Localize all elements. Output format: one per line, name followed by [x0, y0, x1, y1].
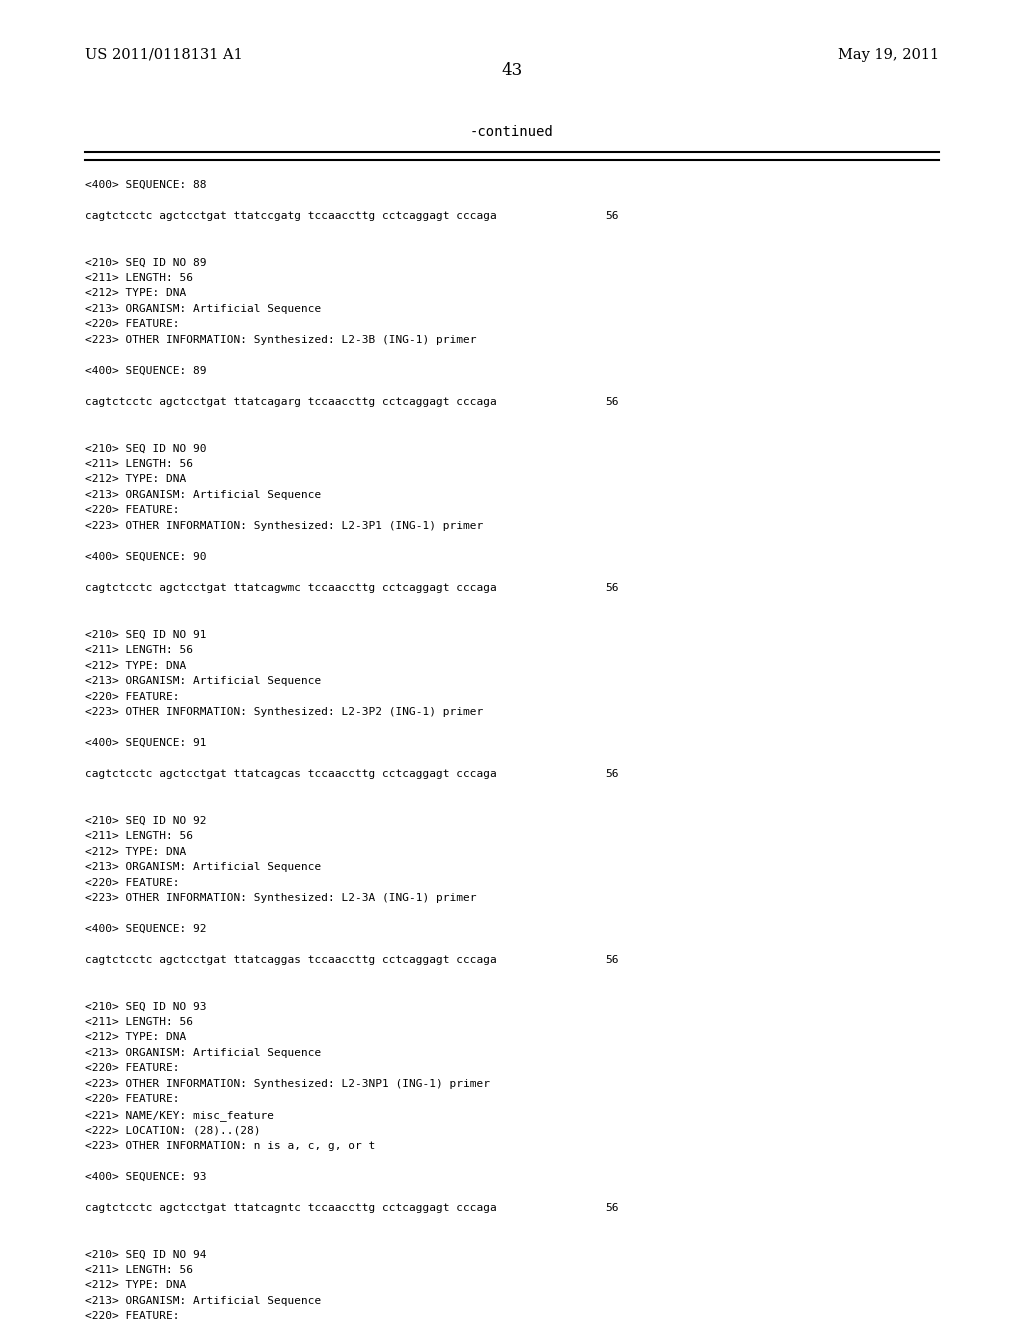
Text: <222> LOCATION: (28)..(28): <222> LOCATION: (28)..(28) — [85, 1126, 260, 1135]
Text: <212> TYPE: DNA: <212> TYPE: DNA — [85, 474, 186, 484]
Text: <223> OTHER INFORMATION: Synthesized: L2-3A (ING-1) primer: <223> OTHER INFORMATION: Synthesized: L2… — [85, 894, 476, 903]
Text: US 2011/0118131 A1: US 2011/0118131 A1 — [85, 48, 243, 62]
Text: <223> OTHER INFORMATION: Synthesized: L2-3P2 (ING-1) primer: <223> OTHER INFORMATION: Synthesized: L2… — [85, 708, 483, 717]
Text: cagtctcctc agctcctgat ttatcagarg tccaaccttg cctcaggagt cccaga: cagtctcctc agctcctgat ttatcagarg tccaacc… — [85, 397, 497, 407]
Text: <220> FEATURE:: <220> FEATURE: — [85, 1064, 179, 1073]
Text: cagtctcctc agctcctgat ttatcagntc tccaaccttg cctcaggagt cccaga: cagtctcctc agctcctgat ttatcagntc tccaacc… — [85, 1203, 497, 1213]
Text: <400> SEQUENCE: 92: <400> SEQUENCE: 92 — [85, 924, 207, 935]
Text: cagtctcctc agctcctgat ttatcagcas tccaaccttg cctcaggagt cccaga: cagtctcctc agctcctgat ttatcagcas tccaacc… — [85, 770, 497, 779]
Text: <212> TYPE: DNA: <212> TYPE: DNA — [85, 846, 186, 857]
Text: 56: 56 — [605, 1203, 618, 1213]
Text: <213> ORGANISM: Artificial Sequence: <213> ORGANISM: Artificial Sequence — [85, 490, 322, 500]
Text: <400> SEQUENCE: 89: <400> SEQUENCE: 89 — [85, 366, 207, 376]
Text: <213> ORGANISM: Artificial Sequence: <213> ORGANISM: Artificial Sequence — [85, 1296, 322, 1305]
Text: <220> FEATURE:: <220> FEATURE: — [85, 1094, 179, 1105]
Text: <210> SEQ ID NO 93: <210> SEQ ID NO 93 — [85, 1002, 207, 1011]
Text: <213> ORGANISM: Artificial Sequence: <213> ORGANISM: Artificial Sequence — [85, 304, 322, 314]
Text: <400> SEQUENCE: 91: <400> SEQUENCE: 91 — [85, 738, 207, 748]
Text: 56: 56 — [605, 954, 618, 965]
Text: <212> TYPE: DNA: <212> TYPE: DNA — [85, 660, 186, 671]
Text: <212> TYPE: DNA: <212> TYPE: DNA — [85, 1032, 186, 1043]
Text: <213> ORGANISM: Artificial Sequence: <213> ORGANISM: Artificial Sequence — [85, 862, 322, 873]
Text: <210> SEQ ID NO 94: <210> SEQ ID NO 94 — [85, 1250, 207, 1259]
Text: <400> SEQUENCE: 93: <400> SEQUENCE: 93 — [85, 1172, 207, 1181]
Text: <220> FEATURE:: <220> FEATURE: — [85, 878, 179, 887]
Text: <223> OTHER INFORMATION: Synthesized: L2-3B (ING-1) primer: <223> OTHER INFORMATION: Synthesized: L2… — [85, 335, 476, 345]
Text: May 19, 2011: May 19, 2011 — [838, 48, 939, 62]
Text: <213> ORGANISM: Artificial Sequence: <213> ORGANISM: Artificial Sequence — [85, 1048, 322, 1059]
Text: <220> FEATURE:: <220> FEATURE: — [85, 692, 179, 701]
Text: <211> LENGTH: 56: <211> LENGTH: 56 — [85, 1265, 193, 1275]
Text: <220> FEATURE:: <220> FEATURE: — [85, 1312, 179, 1320]
Text: <400> SEQUENCE: 90: <400> SEQUENCE: 90 — [85, 552, 207, 562]
Text: cagtctcctc agctcctgat ttatccgatg tccaaccttg cctcaggagt cccaga: cagtctcctc agctcctgat ttatccgatg tccaacc… — [85, 211, 497, 220]
Text: cagtctcctc agctcctgat ttatcagwmc tccaaccttg cctcaggagt cccaga: cagtctcctc agctcctgat ttatcagwmc tccaacc… — [85, 583, 497, 593]
Text: <223> OTHER INFORMATION: Synthesized: L2-3P1 (ING-1) primer: <223> OTHER INFORMATION: Synthesized: L2… — [85, 521, 483, 531]
Text: <400> SEQUENCE: 88: <400> SEQUENCE: 88 — [85, 180, 207, 190]
Text: 56: 56 — [605, 770, 618, 779]
Text: <211> LENGTH: 56: <211> LENGTH: 56 — [85, 645, 193, 655]
Text: <220> FEATURE:: <220> FEATURE: — [85, 506, 179, 516]
Text: <212> TYPE: DNA: <212> TYPE: DNA — [85, 1280, 186, 1291]
Text: 56: 56 — [605, 397, 618, 407]
Text: <221> NAME/KEY: misc_feature: <221> NAME/KEY: misc_feature — [85, 1110, 274, 1121]
Text: <211> LENGTH: 56: <211> LENGTH: 56 — [85, 459, 193, 469]
Text: <223> OTHER INFORMATION: Synthesized: L2-3NP1 (ING-1) primer: <223> OTHER INFORMATION: Synthesized: L2… — [85, 1078, 490, 1089]
Text: <210> SEQ ID NO 92: <210> SEQ ID NO 92 — [85, 816, 207, 825]
Text: <223> OTHER INFORMATION: n is a, c, g, or t: <223> OTHER INFORMATION: n is a, c, g, o… — [85, 1140, 375, 1151]
Text: <211> LENGTH: 56: <211> LENGTH: 56 — [85, 1016, 193, 1027]
Text: 43: 43 — [502, 62, 522, 79]
Text: <211> LENGTH: 56: <211> LENGTH: 56 — [85, 832, 193, 841]
Text: <210> SEQ ID NO 90: <210> SEQ ID NO 90 — [85, 444, 207, 454]
Text: <212> TYPE: DNA: <212> TYPE: DNA — [85, 289, 186, 298]
Text: <210> SEQ ID NO 91: <210> SEQ ID NO 91 — [85, 630, 207, 639]
Text: <220> FEATURE:: <220> FEATURE: — [85, 319, 179, 330]
Text: <213> ORGANISM: Artificial Sequence: <213> ORGANISM: Artificial Sequence — [85, 676, 322, 686]
Text: -continued: -continued — [470, 125, 554, 139]
Text: 56: 56 — [605, 211, 618, 220]
Text: 56: 56 — [605, 583, 618, 593]
Text: <210> SEQ ID NO 89: <210> SEQ ID NO 89 — [85, 257, 207, 268]
Text: <211> LENGTH: 56: <211> LENGTH: 56 — [85, 273, 193, 282]
Text: cagtctcctc agctcctgat ttatcaggas tccaaccttg cctcaggagt cccaga: cagtctcctc agctcctgat ttatcaggas tccaacc… — [85, 954, 497, 965]
